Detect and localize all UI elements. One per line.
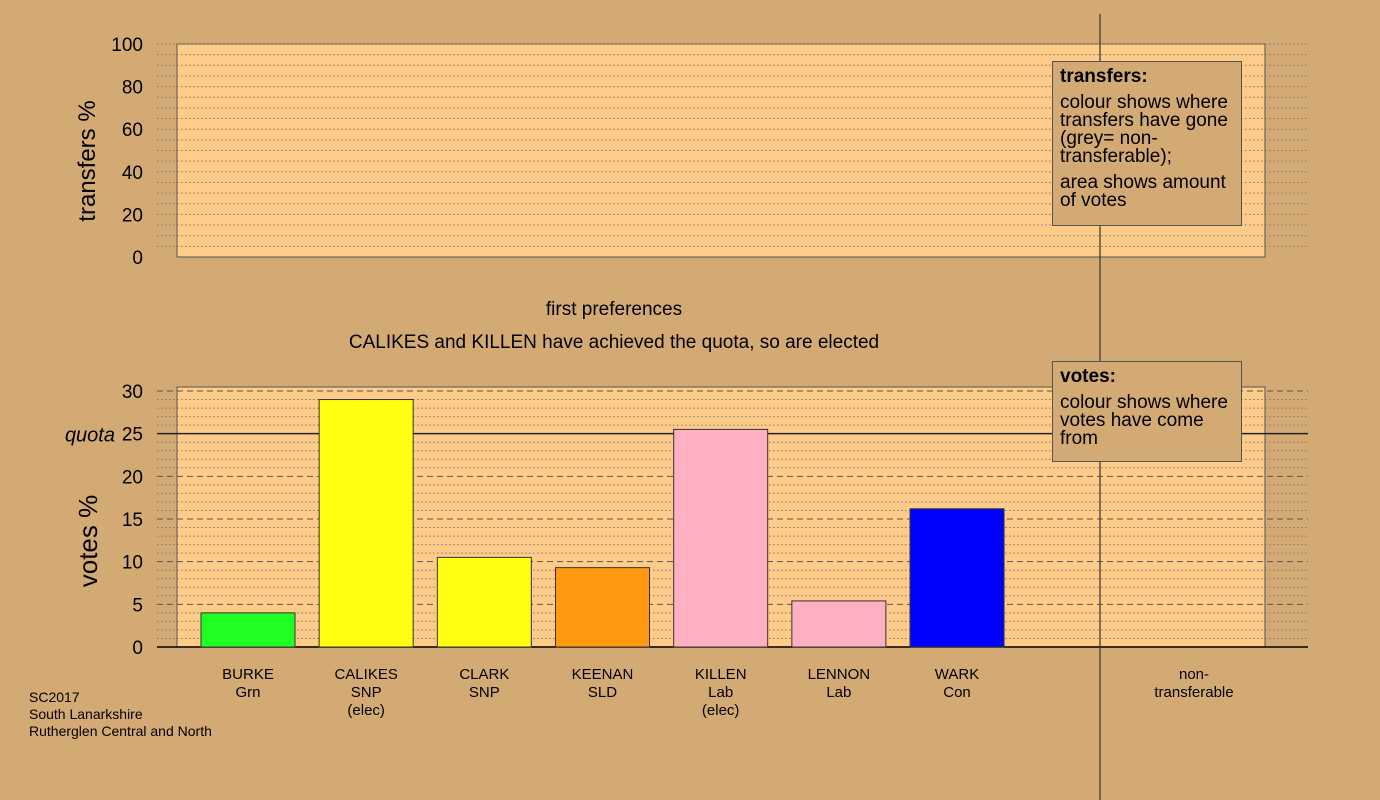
nontransferable-label: non- bbox=[1179, 666, 1209, 683]
votes-tick-label: 15 bbox=[122, 510, 143, 531]
transfers-tick-label: 60 bbox=[122, 120, 143, 141]
transfers-tick-label: 0 bbox=[132, 248, 143, 269]
transfers-axis-label: transfers % bbox=[74, 100, 101, 221]
candidate-name-label: KILLEN bbox=[695, 666, 747, 683]
candidate-status-label: (elec) bbox=[347, 702, 385, 719]
votes-chart-title: first preferences bbox=[546, 299, 682, 320]
transfers-tick-label: 80 bbox=[122, 78, 143, 99]
bar-killen bbox=[673, 428, 769, 648]
candidate-party-label: Grn bbox=[235, 684, 260, 701]
votes-tick-label: 25 bbox=[122, 425, 143, 446]
candidate-name-label: BURKE bbox=[222, 666, 274, 683]
votes-tick-label: 0 bbox=[132, 638, 143, 659]
votes-tick-label: 5 bbox=[132, 595, 143, 616]
votes-tick-label: 10 bbox=[122, 553, 143, 574]
candidate-party-label: SLD bbox=[588, 684, 617, 701]
legend-votes: votes: colour shows where votes have com… bbox=[1052, 361, 1242, 462]
candidate-name-label: KEENAN bbox=[572, 666, 634, 683]
quota-label: quota bbox=[65, 425, 115, 447]
candidate-name-label: LENNON bbox=[808, 666, 871, 683]
transfers-tick-label: 100 bbox=[111, 35, 143, 56]
candidate-party-label: Lab bbox=[708, 684, 733, 701]
candidate-party-label: SNP bbox=[351, 684, 382, 701]
footer-council: South Lanarkshire bbox=[29, 706, 143, 722]
nontransferable-label: transferable bbox=[1154, 684, 1233, 701]
votes-chart-subtitle: CALIKES and KILLEN have achieved the quo… bbox=[349, 332, 879, 353]
bar-lennon bbox=[791, 600, 887, 648]
candidate-name-label: CLARK bbox=[459, 666, 509, 683]
votes-tick-label: 20 bbox=[122, 467, 143, 488]
candidate-party-label: SNP bbox=[469, 684, 500, 701]
votes-tick-label: 30 bbox=[122, 382, 143, 403]
candidate-name-label: WARK bbox=[935, 666, 979, 683]
legend-votes-title: votes: bbox=[1060, 366, 1116, 387]
footer-election: SC2017 bbox=[29, 689, 80, 705]
bar-wark bbox=[909, 508, 1005, 648]
legend-transfers: transfers: colour shows where transfers … bbox=[1052, 61, 1242, 226]
legend-votes-colour-text: colour shows where votes have come from bbox=[1060, 392, 1228, 449]
candidate-party-label: Con bbox=[943, 684, 971, 701]
bar-clark bbox=[436, 556, 532, 648]
bar-burke bbox=[200, 612, 296, 648]
footer-ward: Rutherglen Central and North bbox=[29, 723, 212, 739]
bar-calikes bbox=[318, 399, 414, 648]
candidate-status-label: (elec) bbox=[702, 702, 740, 719]
legend-transfers-colour-text: colour shows where transfers have gone (… bbox=[1060, 92, 1228, 167]
candidate-party-label: Lab bbox=[826, 684, 851, 701]
votes-axis-label: votes % bbox=[73, 495, 103, 588]
candidate-name-label: CALIKES bbox=[334, 666, 397, 683]
bar-keenan bbox=[555, 567, 651, 648]
footer-caption: SC2017 South Lanarkshire Rutherglen Cent… bbox=[29, 689, 212, 740]
legend-transfers-area-text: area shows amount of votes bbox=[1060, 172, 1226, 211]
legend-transfers-title: transfers: bbox=[1060, 66, 1148, 87]
transfers-tick-label: 20 bbox=[122, 205, 143, 226]
transfers-tick-label: 40 bbox=[122, 163, 143, 184]
